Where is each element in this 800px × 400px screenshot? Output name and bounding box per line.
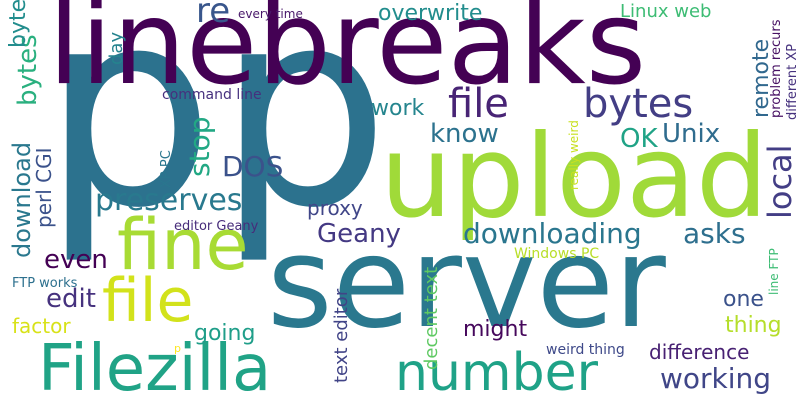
word-overwrite: overwrite bbox=[378, 1, 483, 26]
word-text-editor: text editor bbox=[331, 288, 352, 383]
word-editor-geany: editor Geany bbox=[174, 219, 259, 234]
word-bytes-teal: bytes bbox=[6, 0, 31, 48]
word-bytes-purple: bytes bbox=[583, 81, 694, 127]
word-local: local bbox=[761, 144, 799, 219]
word-asks: asks bbox=[683, 217, 746, 250]
word-line-ftp: line FTP bbox=[767, 248, 781, 295]
word-preserves: preserves bbox=[95, 183, 243, 218]
word-geany: Geany bbox=[317, 219, 401, 249]
word-problem-recurs: problem recurs bbox=[769, 19, 784, 118]
word-might: might bbox=[463, 317, 528, 342]
word-proxy: proxy bbox=[307, 196, 363, 220]
word-edit: edit bbox=[46, 284, 96, 314]
word-difference: difference bbox=[649, 340, 750, 364]
word-downloading: downloading bbox=[463, 217, 642, 250]
word-every-time: every time bbox=[238, 7, 303, 21]
word-perl-cgi: perl CGI bbox=[32, 147, 56, 229]
word-really-weird: really weird bbox=[567, 120, 581, 190]
word-factor: factor bbox=[12, 314, 71, 338]
word-even: even bbox=[44, 245, 108, 275]
word-know: know bbox=[430, 119, 499, 149]
word-upload: upload bbox=[380, 110, 769, 243]
word-linux-web: Linux web bbox=[620, 1, 712, 22]
word-command-line: command line bbox=[162, 87, 262, 103]
word-xp-pc: XP PC bbox=[159, 150, 174, 188]
word-filezilla: Filezilla bbox=[38, 332, 272, 400]
word-download: download bbox=[8, 141, 36, 258]
word-file-purple: file bbox=[448, 81, 509, 127]
word-stop: stop bbox=[183, 116, 216, 177]
word-decent-text: decent text bbox=[421, 266, 442, 370]
word-re: re bbox=[196, 0, 231, 31]
word-day: day bbox=[106, 31, 127, 65]
word-server: server bbox=[267, 209, 666, 356]
word-going: going bbox=[194, 321, 256, 346]
word-one: one bbox=[723, 287, 764, 312]
word-ok: OK bbox=[620, 124, 658, 154]
word-ftp-works: FTP works bbox=[12, 276, 78, 291]
word-fine: fine bbox=[117, 204, 249, 286]
word-unix: Unix bbox=[662, 119, 721, 149]
word-p-large-left: p bbox=[42, 0, 215, 268]
word-windows-pc: Windows PC bbox=[514, 246, 600, 262]
word-dos: DOS bbox=[222, 150, 284, 183]
word-weird-thing: weird thing bbox=[546, 342, 625, 358]
word-linebreaks: linebreaks bbox=[48, 0, 647, 111]
word-p-large-right: p bbox=[217, 0, 390, 268]
word-file-yellow: file bbox=[102, 266, 194, 336]
word-working: working bbox=[660, 362, 772, 395]
word-thing: thing bbox=[725, 313, 782, 338]
word-work: work bbox=[371, 96, 425, 121]
word-p-small: p bbox=[174, 342, 181, 355]
word-different-xp: different XP bbox=[785, 43, 800, 120]
word-number: number bbox=[395, 343, 598, 400]
